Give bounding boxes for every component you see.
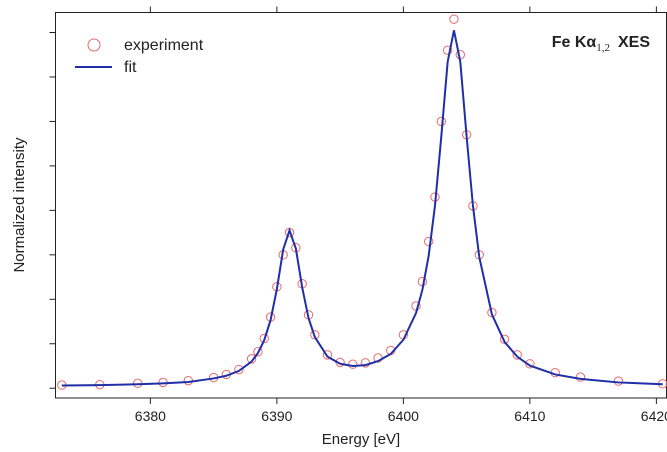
x-axis-label: Energy [eV] (322, 431, 400, 448)
annotation-main: Fe Kα (552, 34, 597, 51)
data-point (234, 364, 244, 375)
legend-marker (87, 38, 101, 52)
data-point (487, 307, 497, 318)
data-point (512, 350, 522, 360)
data-point (246, 354, 257, 364)
data-point (613, 376, 624, 386)
annotation-suffix: XES (618, 34, 650, 51)
annotation-sub: 1,2 (596, 42, 610, 54)
data-point (423, 236, 434, 247)
data-point (322, 350, 333, 360)
x-tick-label: 6420 (641, 408, 667, 424)
data-point (259, 333, 269, 344)
data-point (575, 372, 586, 382)
x-tick-label: 6380 (135, 408, 166, 424)
data-point (253, 347, 263, 357)
data-point (442, 45, 453, 55)
fit-line (61, 30, 663, 387)
annotation: Fe Kα1,2 XES (552, 34, 651, 54)
y-axis-label: Normalized intensity (11, 137, 28, 273)
x-tick-label: 6400 (388, 408, 419, 424)
legend-label: experiment (124, 37, 204, 54)
data-point (449, 14, 459, 24)
data-point (499, 334, 510, 345)
plot-frame (55, 12, 667, 399)
data-point (310, 330, 320, 340)
data-point (348, 359, 358, 369)
legend-label: fit (124, 59, 137, 76)
x-tick-label: 6410 (514, 408, 545, 424)
x-tick-label: 6390 (261, 408, 292, 424)
